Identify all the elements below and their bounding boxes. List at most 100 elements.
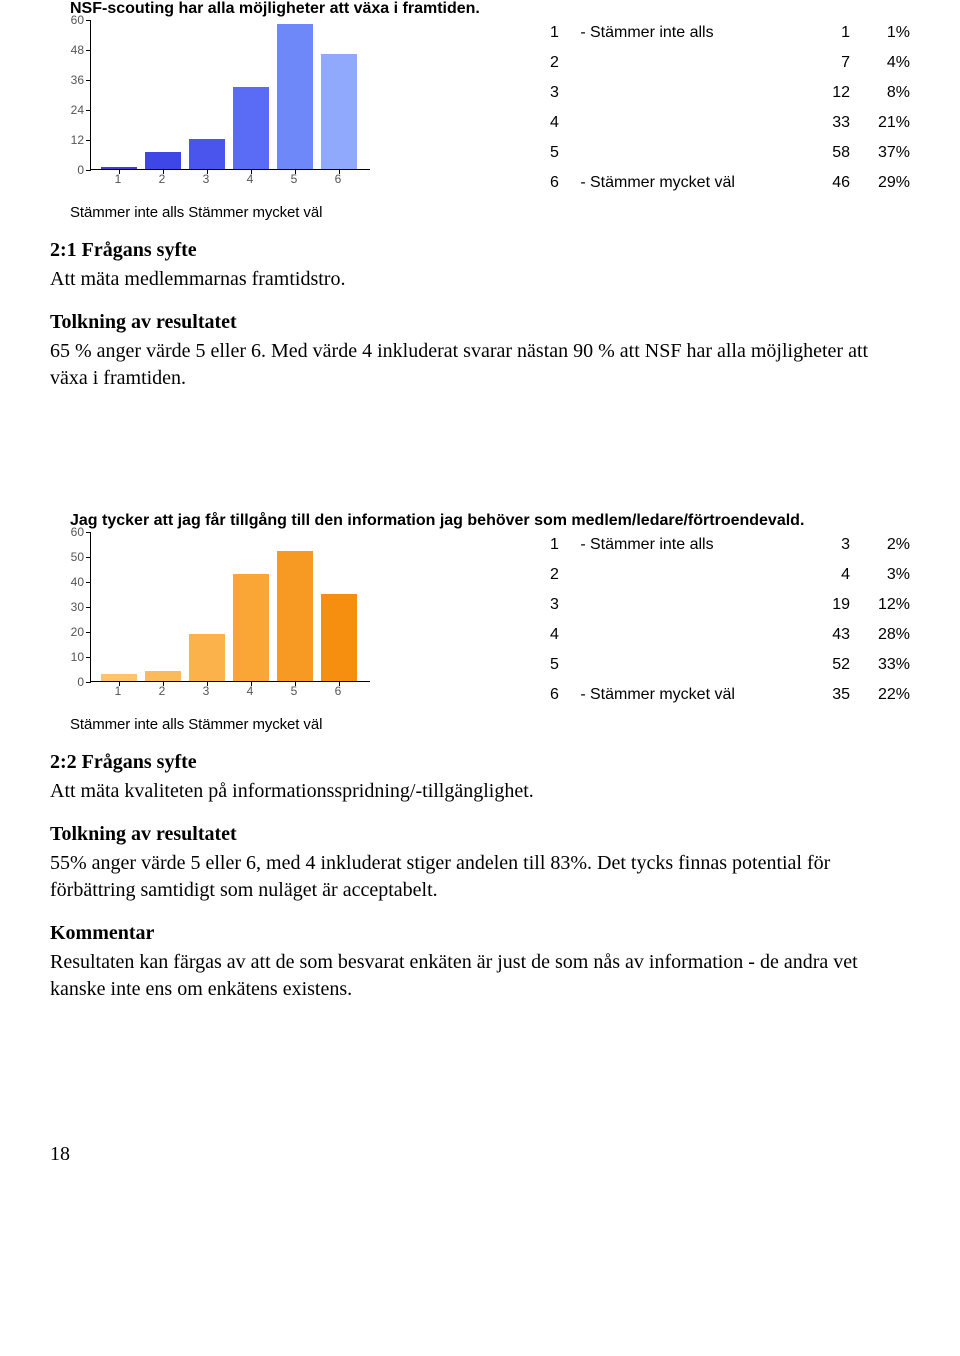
q2-chart-wrap: 0102030405060 123456 Stämmer inte alls S… — [50, 532, 380, 733]
row-label: Stämmer mycket väl — [590, 686, 790, 704]
row-num: 3 — [550, 596, 576, 614]
y-tick-mark — [86, 682, 91, 683]
x-tick-label: 2 — [144, 172, 180, 190]
row-num: 2 — [550, 54, 576, 72]
x-tick-label: 2 — [144, 684, 180, 702]
q2-interp-body: 55% anger värde 5 eller 6, med 4 inklude… — [50, 850, 910, 904]
row-count: 4 — [790, 566, 850, 584]
q1-axis-caption-right: Stämmer mycket väl — [188, 204, 322, 221]
bar — [145, 671, 181, 681]
x-tick-label: 3 — [188, 684, 224, 702]
row-dash: - — [576, 174, 590, 192]
q1-interp-head: Tolkning av resultatet — [50, 309, 910, 336]
row-count: 35 — [790, 686, 850, 704]
bar — [189, 634, 225, 682]
q1-purpose: Att mäta medlemmarnas framtidstro. — [50, 266, 910, 293]
q2-axis-caption-left: Stämmer inte alls — [70, 716, 184, 733]
x-tick-label: 4 — [232, 172, 268, 190]
q2-axis-caption-right: Stämmer mycket väl — [188, 716, 322, 733]
q2-title: Jag tycker att jag får tillgång till den… — [50, 512, 910, 530]
q1-plot — [90, 20, 370, 170]
table-row: 2 74% — [550, 54, 910, 84]
q1-y-axis: 01224364860 — [50, 20, 86, 170]
row-pct: 33% — [850, 656, 910, 674]
q1-bars — [91, 20, 370, 169]
y-tick-label: 12 — [71, 133, 84, 147]
q2-body: 2:2 Frågans syfte Att mäta kvaliteten på… — [50, 749, 910, 1003]
row-count: 43 — [790, 626, 850, 644]
row-pct: 2% — [850, 536, 910, 554]
row-count: 7 — [790, 54, 850, 72]
row-pct: 4% — [850, 54, 910, 72]
table-row: 31912% — [550, 596, 910, 626]
q1-axis-caption-left: Stämmer inte alls — [70, 204, 184, 221]
q2-bars — [91, 532, 370, 681]
y-tick-mark — [86, 110, 91, 111]
q2-interp-head: Tolkning av resultatet — [50, 821, 910, 848]
q2-plot — [90, 532, 370, 682]
x-tick-label: 6 — [320, 684, 356, 702]
q2-y-axis: 0102030405060 — [50, 532, 86, 682]
y-tick-label: 60 — [71, 13, 84, 27]
x-tick-label: 1 — [100, 172, 136, 190]
row-pct: 37% — [850, 144, 910, 162]
y-tick-label: 0 — [77, 163, 84, 177]
row-label: Stämmer mycket väl — [590, 174, 790, 192]
q1-chart-area: 01224364860 123456 — [90, 20, 370, 190]
bar — [101, 674, 137, 682]
row-pct: 28% — [850, 626, 910, 644]
y-tick-label: 20 — [71, 625, 84, 639]
q2-x-labels: 123456 — [90, 684, 370, 702]
x-tick-label: 3 — [188, 172, 224, 190]
row-num: 4 — [550, 626, 576, 644]
row-dash: - — [576, 24, 590, 42]
row-num: 1 — [550, 24, 576, 42]
bar — [233, 574, 269, 682]
y-tick-mark — [86, 582, 91, 583]
bar — [321, 54, 357, 169]
bar — [233, 87, 269, 170]
row-count: 12 — [790, 84, 850, 102]
y-tick-mark — [86, 557, 91, 558]
q1-body: 2:1 Frågans syfte Att mäta medlemmarnas … — [50, 237, 910, 392]
table-row: 6-Stämmer mycket väl3522% — [550, 686, 910, 716]
y-tick-label: 24 — [71, 103, 84, 117]
row-dash: - — [576, 686, 590, 704]
table-row: 4 4328% — [550, 626, 910, 656]
x-tick-label: 1 — [100, 684, 136, 702]
x-tick-label: 6 — [320, 172, 356, 190]
bar — [277, 551, 313, 681]
row-num: 5 — [550, 144, 576, 162]
row-num: 4 — [550, 114, 576, 132]
q2-chart-block: 0102030405060 123456 Stämmer inte alls S… — [50, 532, 910, 733]
y-tick-mark — [86, 140, 91, 141]
row-num: 1 — [550, 536, 576, 554]
y-tick-mark — [86, 632, 91, 633]
y-tick-mark — [86, 20, 91, 21]
q1-interp-body: 65 % anger värde 5 eller 6. Med värde 4 … — [50, 338, 910, 392]
q2-subhead: 2:2 Frågans syfte — [50, 749, 910, 776]
row-num: 6 — [550, 686, 576, 704]
x-tick-label: 5 — [276, 684, 312, 702]
q1-chart-wrap: 01224364860 123456 Stämmer inte alls Stä… — [50, 20, 380, 221]
row-pct: 21% — [850, 114, 910, 132]
q1-chart-block: 01224364860 123456 Stämmer inte alls Stä… — [50, 20, 910, 221]
q2-section: Jag tycker att jag får tillgång till den… — [50, 512, 910, 1003]
table-row: 43321% — [550, 114, 910, 144]
row-pct: 1% — [850, 24, 910, 42]
y-tick-mark — [86, 170, 91, 171]
row-count: 46 — [790, 174, 850, 192]
q1-axis-caption: Stämmer inte alls Stämmer mycket väl — [70, 204, 380, 221]
row-count: 58 — [790, 144, 850, 162]
q1-data-table: 1-Stämmer inte alls11%274%3128%43321%558… — [380, 20, 910, 204]
q1-title: NSF-scouting har alla möjligheter att vä… — [50, 0, 910, 18]
page: NSF-scouting har alla möjligheter att vä… — [0, 0, 960, 1206]
bar — [321, 594, 357, 682]
y-tick-mark — [86, 607, 91, 608]
x-tick-label: 4 — [232, 684, 268, 702]
table-row: 6-Stämmer mycket väl4629% — [550, 174, 910, 204]
q1-x-labels: 123456 — [90, 172, 370, 190]
table-row: 243% — [550, 566, 910, 596]
x-tick-label: 5 — [276, 172, 312, 190]
table-row: 3128% — [550, 84, 910, 114]
